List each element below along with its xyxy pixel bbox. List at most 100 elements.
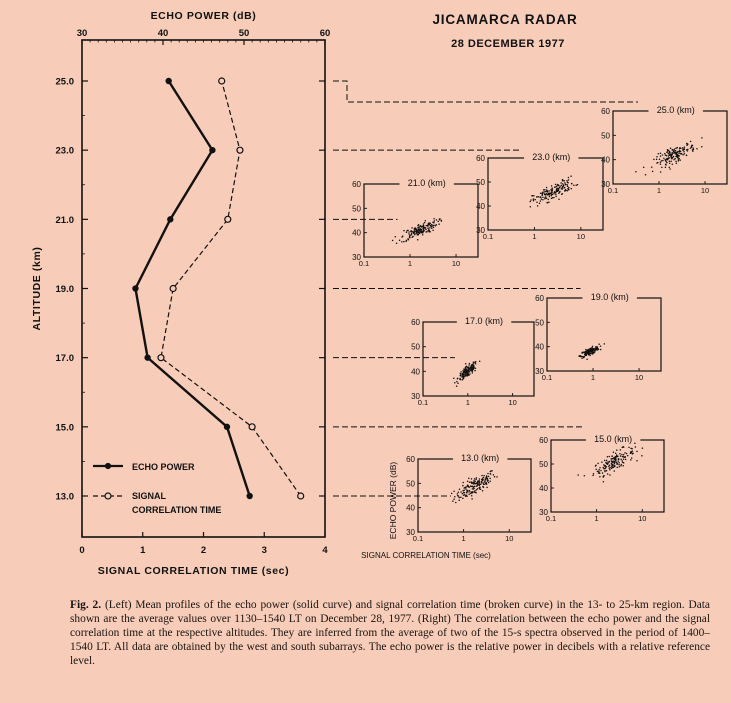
scatter-point bbox=[564, 183, 567, 185]
scatter-point bbox=[653, 158, 655, 161]
scatter-point bbox=[601, 472, 604, 474]
scatter-point bbox=[634, 442, 636, 445]
scatter-point bbox=[466, 489, 468, 492]
profile-chart: ECHO POWER (dB) 30 40 50 60 0 1 2 3 4 SIGNAL CORRE… bbox=[31, 10, 330, 577]
scatter-point bbox=[530, 199, 532, 201]
scatter-point bbox=[486, 477, 489, 480]
scatter-point bbox=[692, 150, 694, 152]
scatter-point bbox=[690, 146, 693, 148]
y-tick-label: 25.0 bbox=[56, 77, 75, 88]
scatter-point bbox=[601, 461, 603, 463]
scatter-point bbox=[619, 455, 622, 457]
scatter-panel: 13.0 (km) 30 40 50 60 0.1 1 10 ECHO POWER (dB) SI… bbox=[361, 453, 532, 560]
scatter-point bbox=[424, 219, 427, 222]
scatter-point bbox=[644, 173, 647, 176]
scatter-point bbox=[566, 184, 568, 186]
scatter-point bbox=[667, 149, 670, 152]
scatter-point bbox=[602, 476, 605, 478]
scatter-point bbox=[608, 465, 610, 468]
scatter-point bbox=[548, 192, 551, 195]
scatter-point bbox=[411, 227, 413, 229]
scatter-point bbox=[636, 450, 638, 453]
scatter-point bbox=[555, 190, 558, 193]
scatter-point bbox=[669, 168, 671, 170]
scatter-point bbox=[470, 368, 473, 370]
top-tick-label: 40 bbox=[158, 28, 169, 39]
scatter-point bbox=[457, 382, 459, 384]
scatter-point bbox=[669, 152, 671, 154]
scatter-point bbox=[481, 490, 484, 492]
scatter-point bbox=[553, 192, 555, 195]
scatter-point bbox=[555, 185, 557, 188]
scatter-point bbox=[577, 474, 579, 476]
scatter-point bbox=[622, 456, 625, 458]
scatter-point bbox=[611, 464, 614, 467]
scatter-point bbox=[548, 195, 551, 198]
scatter-point bbox=[453, 490, 455, 493]
scatter-point bbox=[657, 152, 660, 155]
scatter-point bbox=[675, 147, 677, 150]
scatter-point bbox=[484, 477, 487, 479]
scatter-point bbox=[555, 195, 557, 198]
scatter-point bbox=[456, 377, 459, 380]
scatter-point bbox=[542, 198, 544, 201]
scatter-point bbox=[419, 225, 422, 227]
series-point bbox=[248, 423, 256, 431]
scatter-point bbox=[686, 144, 688, 146]
scatter-point bbox=[479, 486, 481, 489]
scatter-point bbox=[534, 198, 536, 201]
scatter-frame bbox=[363, 183, 479, 258]
panel-y-tick: 50 bbox=[535, 318, 544, 327]
profile-frame bbox=[81, 39, 326, 538]
scatter-point bbox=[433, 217, 435, 220]
scatter-point bbox=[405, 240, 407, 243]
scatter-point bbox=[589, 349, 591, 351]
scatter-point bbox=[417, 232, 419, 234]
scatter-point bbox=[486, 486, 488, 489]
scatter-point bbox=[573, 184, 575, 186]
scatter-point bbox=[674, 157, 676, 160]
scatter-point bbox=[606, 463, 609, 466]
scatter-point bbox=[590, 351, 593, 353]
scatter-panel: 19.0 (km) 30 40 50 60 0.1 1 10 bbox=[535, 292, 662, 382]
scatter-point bbox=[487, 481, 490, 484]
y-tick-label: 17.0 bbox=[56, 353, 75, 364]
scatter-point bbox=[583, 355, 586, 358]
scatter-point bbox=[655, 158, 658, 160]
series-point bbox=[165, 77, 172, 85]
scatter-point bbox=[622, 465, 624, 467]
scatter-point bbox=[642, 166, 645, 169]
scatter-point bbox=[603, 467, 605, 470]
scatter-point bbox=[551, 193, 554, 195]
panel-x-tick: 0.1 bbox=[418, 398, 428, 407]
scatter-point bbox=[678, 152, 680, 154]
panel-x-tick: 0.1 bbox=[359, 259, 369, 268]
scatter-frame bbox=[422, 321, 535, 397]
scatter-point bbox=[595, 347, 598, 349]
scatter-point bbox=[545, 197, 548, 199]
scatter-point bbox=[618, 461, 620, 464]
figure-canvas: JICAMARCA RADAR 28 DECEMBER 1977 ECHO PO… bbox=[31, 10, 728, 577]
scatter-point bbox=[667, 155, 670, 157]
scatter-point bbox=[414, 230, 416, 232]
scatter-point bbox=[466, 375, 468, 377]
scatter-point bbox=[456, 494, 459, 497]
scatter-point bbox=[590, 347, 593, 350]
panel-y-tick: 30 bbox=[535, 367, 544, 376]
scatter-point bbox=[614, 465, 616, 468]
scatter-point bbox=[686, 150, 689, 152]
scatter-point bbox=[596, 346, 598, 348]
scatter-point bbox=[675, 162, 678, 165]
panel-title: 13.0 (km) bbox=[461, 453, 499, 463]
scatter-point bbox=[701, 137, 703, 139]
scatter-point bbox=[411, 236, 413, 239]
scatter-point bbox=[581, 357, 583, 360]
panel-title: 15.0 (km) bbox=[594, 434, 632, 444]
scatter-point bbox=[427, 227, 429, 229]
scatter-point bbox=[677, 160, 680, 162]
scatter-point bbox=[622, 454, 625, 456]
x-axis-label: SIGNAL CORRELATION TIME (sec) bbox=[98, 565, 289, 577]
scatter-point bbox=[567, 179, 570, 181]
scatter-point bbox=[462, 497, 464, 499]
scatter-point bbox=[563, 190, 566, 192]
